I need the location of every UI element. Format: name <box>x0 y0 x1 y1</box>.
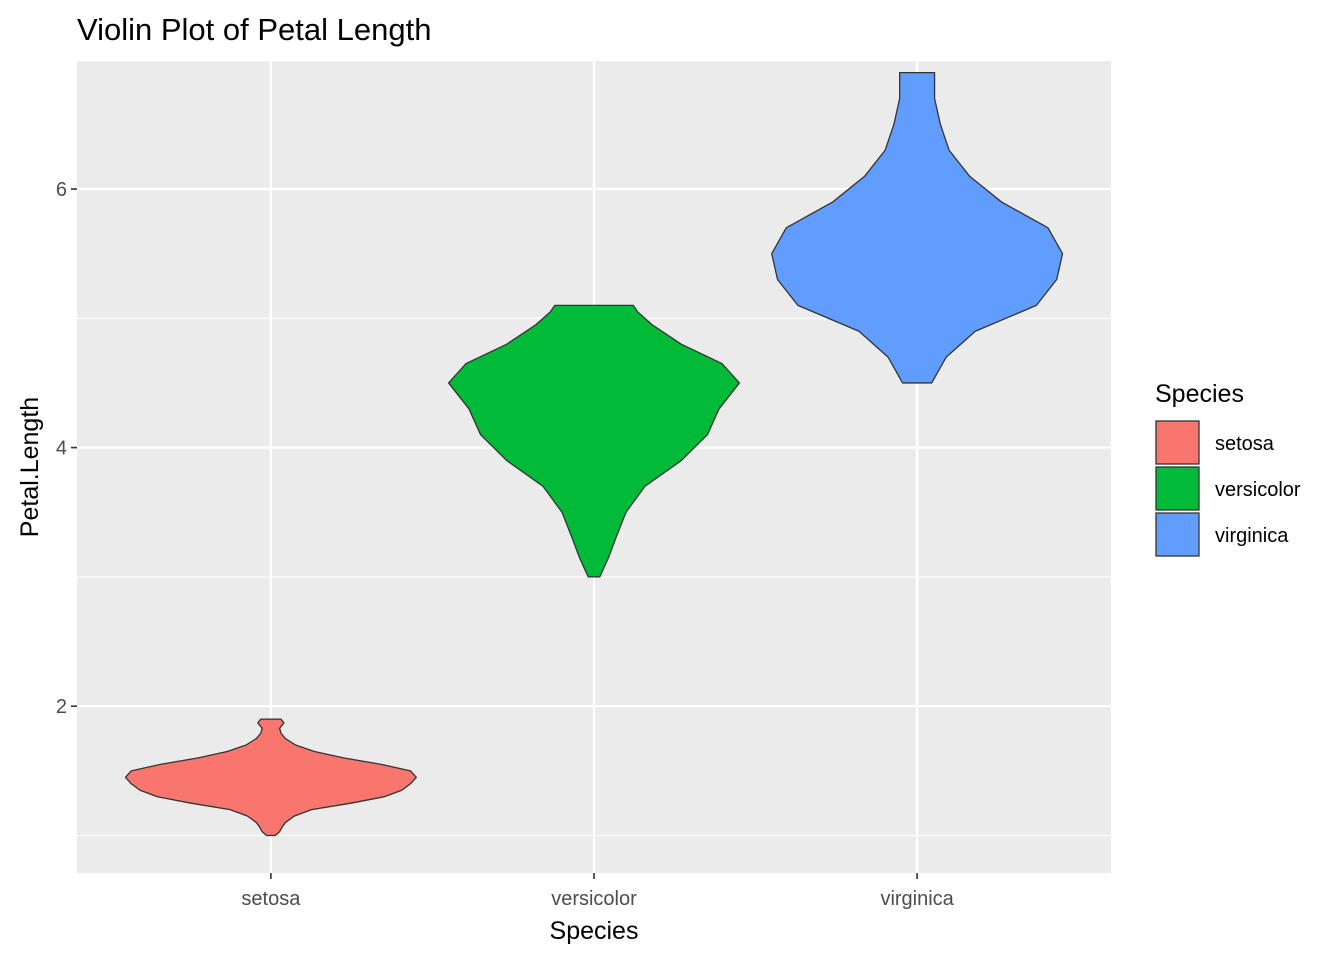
legend-key-virginica <box>1155 512 1200 557</box>
legend-title: Species <box>1155 380 1244 408</box>
y-tick-label: 6 <box>56 179 67 201</box>
y-tick-label: 4 <box>56 438 67 460</box>
x-axis: setosa versicolor virginica <box>241 873 955 910</box>
violins <box>124 71 1064 837</box>
legend-label-virginica: virginica <box>1215 525 1289 547</box>
y-tick-label: 2 <box>56 696 67 718</box>
legend-key-setosa <box>1155 420 1200 465</box>
violin-virginica <box>771 71 1064 384</box>
legend-label-versicolor: versicolor <box>1215 479 1301 501</box>
legend-key-versicolor <box>1155 466 1200 511</box>
violin-setosa <box>124 718 417 837</box>
x-tick-label: versicolor <box>551 888 637 910</box>
chart-title: Violin Plot of Petal Length <box>77 12 431 47</box>
legend: Species setosa versicolor virginica <box>1155 380 1301 557</box>
y-axis: 2 4 6 <box>56 179 77 718</box>
violin-versicolor <box>447 304 741 578</box>
x-tick-label: setosa <box>241 888 301 910</box>
x-tick-label: virginica <box>880 888 954 910</box>
x-axis-title: Species <box>550 917 639 945</box>
y-axis-title: Petal.Length <box>16 397 44 537</box>
legend-label-setosa: setosa <box>1215 433 1275 455</box>
